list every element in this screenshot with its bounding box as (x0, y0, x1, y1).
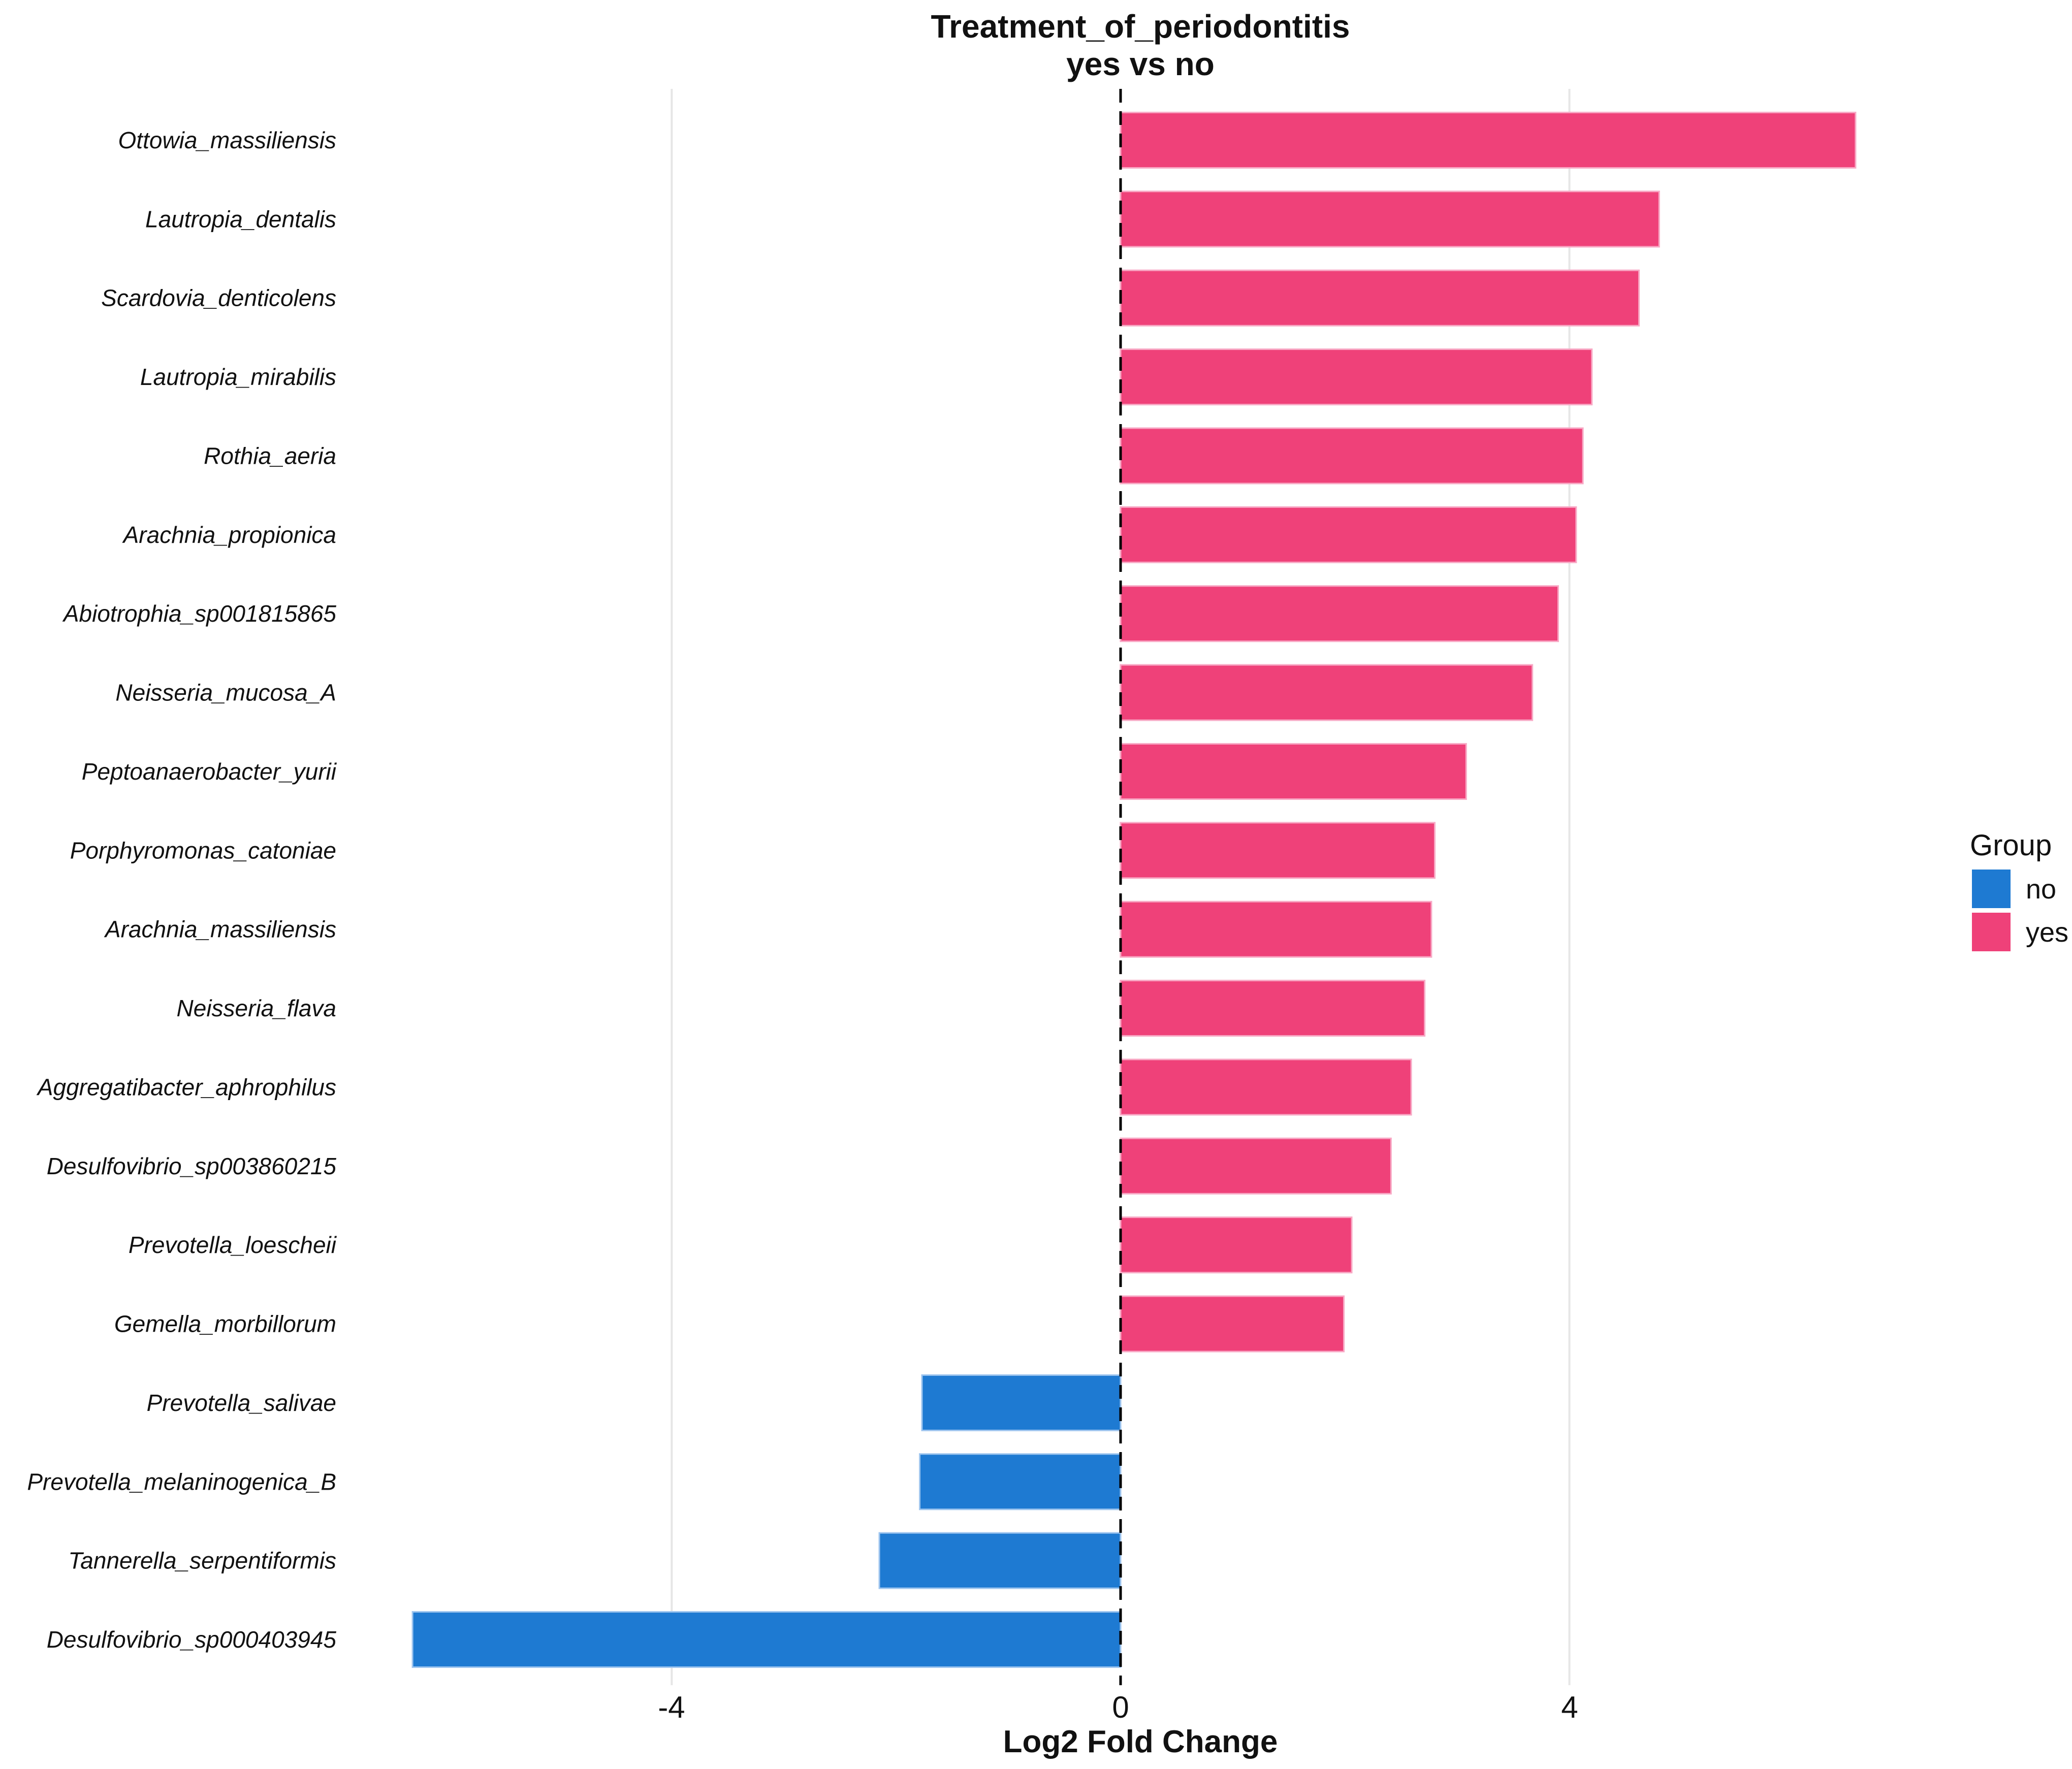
species-label: Arachnia_massiliensis (104, 916, 336, 943)
legend: Group no yes (1970, 829, 2068, 951)
bar-no (921, 1374, 1122, 1431)
bar-yes (1120, 506, 1577, 563)
x-tick-label-0: 0 (1112, 1690, 1129, 1724)
bars-layer (411, 112, 1857, 1668)
bar-yes (1120, 190, 1660, 248)
species-labels-layer: Ottowia_massiliensis Lautropia_dentalis Sc… (27, 127, 337, 1653)
bar-no (411, 1611, 1122, 1668)
species-label: Prevotella_loescheii (129, 1232, 337, 1258)
species-label: Rothia_aeria (204, 442, 336, 469)
species-label: Arachnia_propionica (122, 522, 336, 548)
legend-label-no: no (2026, 874, 2056, 905)
legend-swatch-yes (1972, 913, 2011, 951)
chart-title-line1: Treatment_of_periodontitis (931, 8, 1350, 45)
chart-title-line2: yes vs no (1066, 46, 1215, 82)
legend-swatch-no (1972, 870, 2011, 908)
species-label: Abiotrophia_sp001815865 (62, 600, 337, 627)
species-label: Gemella_morbillorum (114, 1311, 336, 1337)
bar-yes (1120, 743, 1467, 800)
species-label: Neisseria_mucosa_A (115, 680, 336, 706)
bar-yes (1120, 269, 1640, 327)
species-label: Porphyromonas_catoniae (70, 837, 336, 863)
x-tick-label-4: 4 (1561, 1690, 1578, 1724)
species-label: Aggregatibacter_aphrophilus (36, 1074, 336, 1100)
species-label: Prevotella_melaninogenica_B (27, 1468, 336, 1495)
bar-yes (1120, 585, 1559, 642)
legend-label-yes: yes (2026, 917, 2068, 948)
bar-yes (1120, 112, 1857, 169)
bar-yes (1120, 1216, 1353, 1274)
bar-yes (1120, 348, 1593, 406)
species-label: Neisseria_flava (177, 995, 336, 1021)
species-label: Desulfovibrio_sp003860215 (47, 1153, 337, 1179)
bar-yes (1120, 822, 1436, 879)
species-label: Desulfovibrio_sp000403945 (47, 1626, 337, 1653)
species-label: Lautropia_mirabilis (140, 364, 336, 390)
species-label: Peptoanaerobacter_yurii (82, 758, 337, 785)
species-label: Ottowia_massiliensis (118, 127, 336, 153)
bar-no (878, 1532, 1122, 1589)
x-axis-title: Log2 Fold Change (1003, 1724, 1278, 1759)
bar-yes (1120, 664, 1534, 721)
bar-yes (1120, 1295, 1345, 1353)
legend-title: Group (1970, 829, 2052, 862)
bar-yes (1120, 980, 1426, 1037)
gridlines-layer (671, 89, 1571, 1685)
bar-no (919, 1453, 1122, 1510)
species-label: Lautropia_dentalis (145, 206, 336, 232)
species-label: Tannerella_serpentiformis (68, 1548, 336, 1574)
species-label: Scardovia_denticolens (101, 285, 336, 311)
bar-yes (1120, 1137, 1392, 1195)
bar-yes (1120, 427, 1584, 485)
bar-yes (1120, 900, 1432, 958)
x-tick-label-neg4: -4 (658, 1690, 685, 1724)
bar-yes (1120, 1058, 1412, 1116)
species-label: Prevotella_salivae (147, 1390, 336, 1416)
